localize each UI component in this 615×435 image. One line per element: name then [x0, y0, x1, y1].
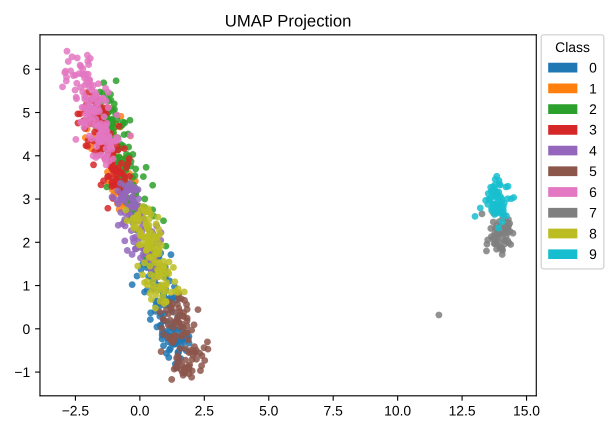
svg-text:2: 2: [23, 236, 31, 251]
svg-text:6: 6: [23, 63, 31, 78]
svg-text:2: 2: [589, 103, 597, 118]
svg-text:7: 7: [589, 206, 597, 221]
svg-text:Class: Class: [555, 41, 590, 56]
svg-text:5.0: 5.0: [259, 405, 279, 420]
svg-text:10.0: 10.0: [384, 405, 412, 420]
svg-text:0: 0: [589, 61, 597, 76]
svg-text:8: 8: [589, 227, 597, 242]
svg-text:4: 4: [589, 144, 597, 159]
svg-text:1: 1: [589, 82, 597, 97]
svg-text:15.0: 15.0: [513, 405, 541, 420]
svg-text:4: 4: [23, 150, 31, 165]
svg-text:7.5: 7.5: [324, 405, 344, 420]
svg-text:0: 0: [23, 323, 31, 338]
svg-text:5: 5: [589, 165, 597, 180]
svg-text:2.5: 2.5: [195, 405, 215, 420]
svg-text:UMAP Projection: UMAP Projection: [225, 11, 352, 30]
svg-text:−1: −1: [14, 366, 30, 381]
svg-text:12.5: 12.5: [449, 405, 477, 420]
svg-text:3: 3: [589, 124, 597, 139]
svg-text:9: 9: [589, 248, 597, 263]
svg-text:0.0: 0.0: [130, 405, 150, 420]
svg-text:−2.5: −2.5: [62, 405, 90, 420]
svg-text:3: 3: [23, 193, 31, 208]
svg-text:6: 6: [589, 186, 597, 201]
svg-text:5: 5: [23, 106, 31, 121]
svg-text:1: 1: [23, 279, 31, 294]
